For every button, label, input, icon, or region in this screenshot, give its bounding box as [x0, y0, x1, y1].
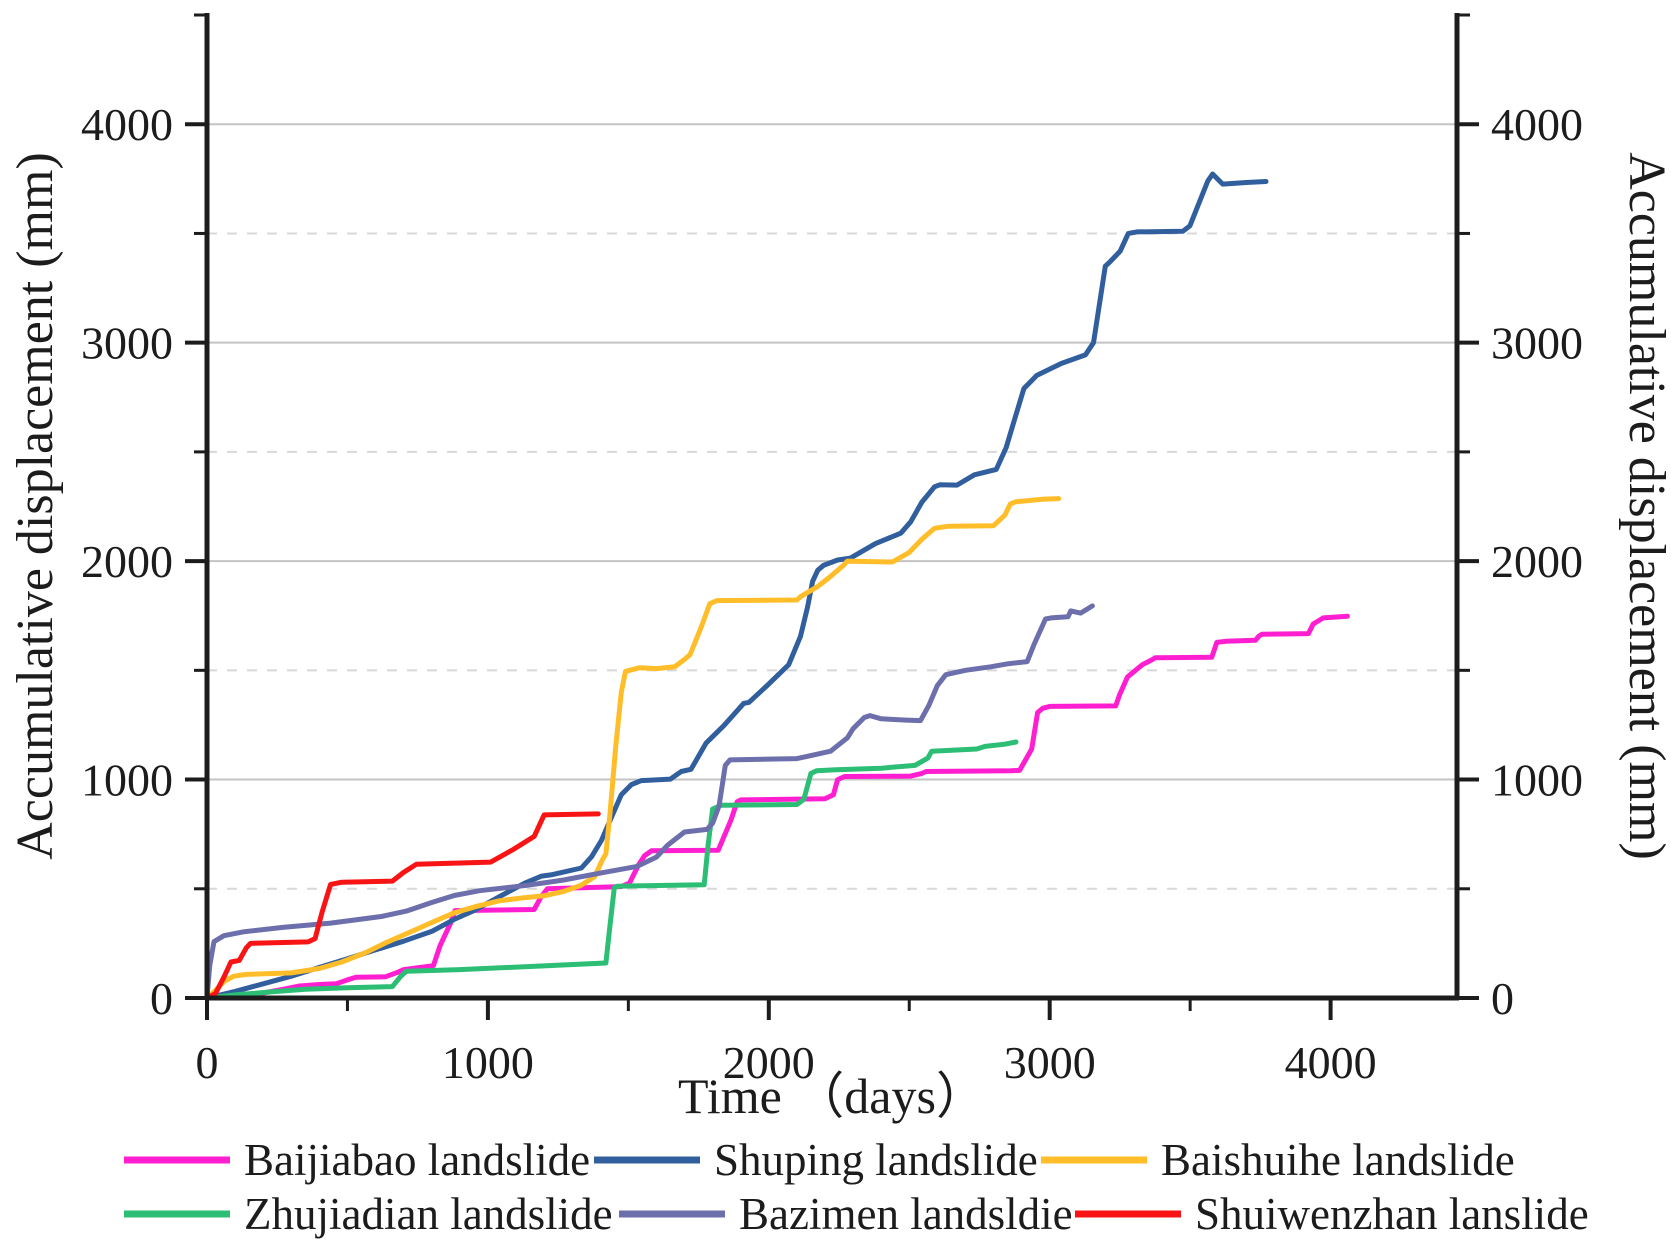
y-axis-title-right: Accumulative displacement (mm): [1618, 152, 1671, 860]
y-tick-label-right: 3000: [1491, 318, 1583, 369]
y-tick-label-right: 2000: [1491, 536, 1583, 587]
y-tick-label-right: 1000: [1491, 755, 1583, 806]
series-line-shuiwenzhan-lanslide: [204, 811, 601, 1001]
x-tick-label: 4000: [1285, 1037, 1377, 1088]
legend-label-shuiwenzhan-lanslide: Shuiwenzhan lanslide: [1195, 1189, 1589, 1239]
series-line-zhujiadian-landslide: [204, 739, 1019, 1001]
data-series: [204, 171, 1350, 1001]
series-line-shuping-landslide: [204, 171, 1269, 1001]
y-tick-label-right: 4000: [1491, 99, 1583, 150]
y-axis-title-left: Accumulative displacement (mm): [7, 152, 64, 860]
x-tick-label: 1000: [442, 1037, 534, 1088]
legend-label-baijiabao-landslide: Baijiabao landslide: [244, 1135, 590, 1185]
y-tick-label-right: 0: [1491, 973, 1514, 1024]
legend-label-baishuihe-landslide: Baishuihe landslide: [1161, 1135, 1515, 1185]
series-line-baishuihe-landslide: [204, 496, 1062, 1001]
y-tick-label-left: 4000: [81, 99, 173, 150]
y-tick-label-left: 0: [150, 973, 173, 1024]
series-line-bazimen-landsldie: [204, 603, 1095, 1000]
x-axis-title: Time （days）: [678, 1068, 986, 1124]
axes: [185, 13, 1479, 1020]
x-tick-label: 3000: [1004, 1037, 1096, 1088]
y-tick-label-left: 3000: [81, 318, 173, 369]
y-tick-label-left: 2000: [81, 536, 173, 587]
legend-label-bazimen-landsldie: Bazimen landsldie: [739, 1189, 1073, 1239]
x-tick-label: 0: [196, 1037, 219, 1088]
y-tick-label-left: 1000: [81, 755, 173, 806]
legend-label-shuping-landslide: Shuping landslide: [714, 1135, 1038, 1185]
legend-label-zhujiadian-landslide: Zhujiadian landslide: [244, 1189, 613, 1239]
gridlines: [207, 123, 1457, 890]
x-tick-label: 2000: [723, 1037, 815, 1088]
legend: Baijiabao landslide Shuping landslide Bais…: [124, 1135, 1589, 1239]
series-line-baijiabao-landslide: [204, 613, 1350, 1001]
